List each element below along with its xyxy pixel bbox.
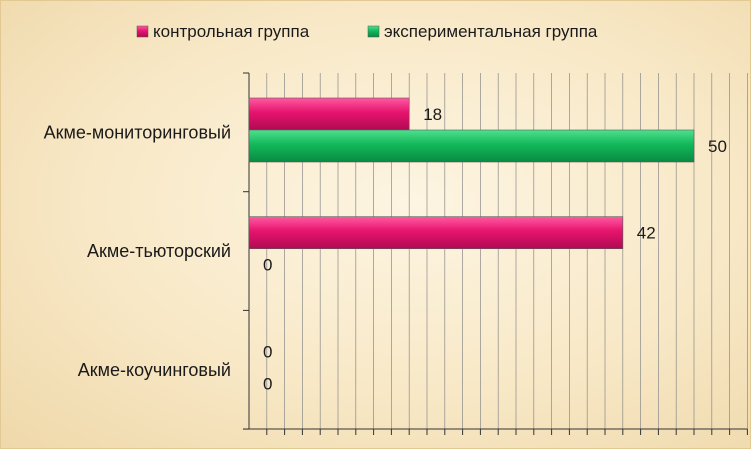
category-label: Акме-мониторинговый (44, 122, 231, 142)
data-label-0-0: 18 (423, 105, 442, 124)
category-label: Акме-коучинговый (78, 360, 231, 380)
bars (248, 97, 695, 249)
legend-swatch-1 (367, 25, 380, 38)
labels: Акме-мониторинговый 18 50 Акме-тьюторский 42… (44, 105, 727, 393)
data-label-1-0: 50 (708, 137, 727, 156)
legend-label-0: контрольная группа (153, 22, 310, 41)
legend: контрольная группа экспериментальная груп… (136, 22, 598, 41)
bar-0-1 (248, 216, 624, 249)
legend-swatch-0 (136, 25, 149, 38)
data-label-0-1: 42 (637, 224, 656, 243)
data-label-1-1: 0 (263, 256, 272, 275)
legend-label-1: экспериментальная группа (384, 22, 598, 41)
category-label: Акме-тьюторский (87, 241, 231, 261)
bar-0-0 (248, 97, 410, 131)
bar-1-0 (248, 129, 695, 163)
data-label-0-2: 0 (263, 342, 272, 361)
data-label-1-2: 0 (263, 374, 272, 393)
